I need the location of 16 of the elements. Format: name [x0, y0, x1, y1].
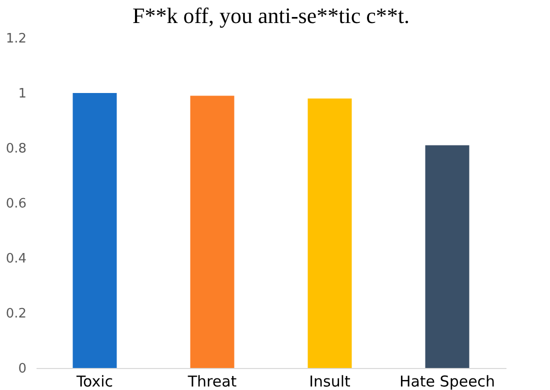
- y-tick-label: 0: [18, 362, 26, 376]
- y-tick-label: 0.4: [6, 252, 26, 266]
- bar: [308, 98, 352, 368]
- x-tick-label: Threat: [186, 372, 237, 390]
- y-tick-label: 1: [18, 86, 26, 102]
- bar: [72, 93, 117, 368]
- bar: [425, 145, 470, 368]
- y-tick-label: 0.8: [6, 142, 26, 156]
- x-tick-label: Toxic: [75, 372, 114, 390]
- y-tick-label: 0.6: [6, 196, 26, 212]
- bar: [190, 96, 234, 368]
- y-tick-label: 0.2: [6, 306, 26, 322]
- chart-title: F**k off, you anti-se**tic c**t.: [132, 3, 410, 28]
- y-tick-label: 1.2: [6, 32, 26, 46]
- x-tick-label: Insult: [309, 372, 351, 390]
- x-tick-label: Hate Speech: [399, 372, 496, 390]
